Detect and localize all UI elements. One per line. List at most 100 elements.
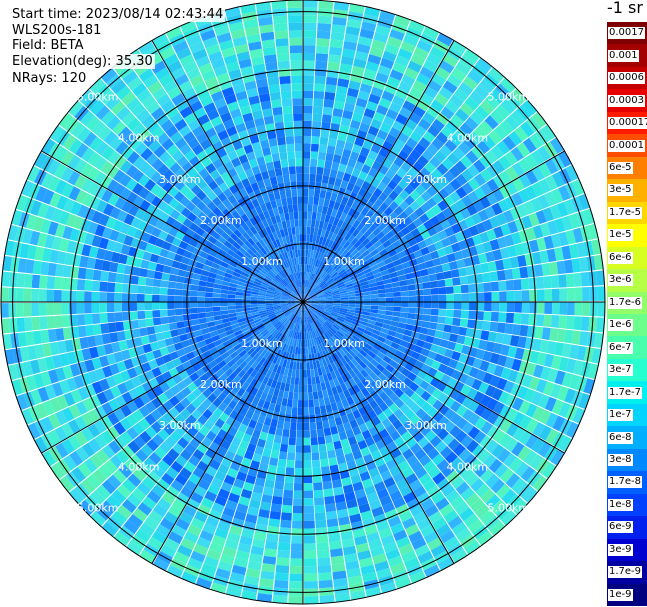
range-gate-cell — [270, 418, 278, 428]
range-gate-cell — [330, 362, 338, 371]
range-gate-cell — [308, 280, 313, 289]
range-gate-cell — [431, 294, 439, 302]
range-gate-cell — [4, 240, 15, 256]
range-gate-cell — [163, 80, 178, 93]
range-gate-cell — [209, 169, 221, 180]
range-gate-cell — [303, 309, 305, 318]
range-gate-cell — [303, 369, 307, 378]
range-gate-cell — [517, 336, 527, 349]
range-gate-cell — [276, 323, 283, 331]
range-gate-cell — [224, 227, 234, 237]
range-gate-cell — [264, 540, 278, 550]
range-gate-cell — [312, 337, 317, 346]
range-gate-cell — [15, 194, 28, 211]
range-gate-cell — [100, 430, 114, 444]
range-gate-cell — [254, 363, 262, 372]
range-gate-cell — [236, 387, 246, 397]
range-gate-cell — [273, 160, 282, 170]
range-gate-cell — [280, 304, 289, 307]
range-gate-cell — [431, 168, 443, 181]
range-gate-cell — [138, 41, 155, 56]
range-gate-cell — [376, 104, 389, 116]
range-gate-cell — [88, 409, 101, 423]
range-gate-cell — [233, 366, 243, 375]
range-gate-cell — [112, 219, 124, 232]
range-gate-cell — [417, 550, 434, 564]
range-gate-cell — [16, 273, 26, 288]
range-gate-cell — [482, 272, 491, 283]
range-gate-cell — [252, 313, 260, 319]
range-gate-cell — [511, 267, 521, 280]
range-gate-cell — [292, 323, 296, 331]
range-gate-cell — [44, 205, 56, 221]
range-gate-cell — [319, 317, 326, 324]
range-gate-cell — [500, 510, 517, 526]
range-gate-cell — [449, 388, 460, 401]
range-gate-cell — [531, 166, 545, 182]
range-gate-cell — [234, 268, 243, 275]
range-gate-cell — [195, 353, 205, 363]
range-gate-cell — [192, 144, 204, 156]
range-gate-cell — [186, 331, 196, 340]
range-gate-cell — [348, 350, 357, 358]
range-gate-cell — [84, 302, 92, 314]
range-gate-cell — [159, 287, 168, 295]
range-gate-cell — [277, 136, 286, 146]
range-gate-cell — [400, 226, 411, 236]
range-gate-cell — [284, 259, 290, 268]
range-gate-cell — [468, 400, 480, 413]
range-gate-cell — [255, 205, 263, 215]
range-gate-cell — [352, 384, 361, 394]
range-gate-cell — [363, 190, 373, 201]
range-gate-cell — [518, 430, 532, 446]
range-gate-cell — [269, 91, 281, 101]
range-gate-cell — [192, 420, 204, 432]
range-gate-cell — [156, 176, 168, 188]
range-gate-cell — [347, 360, 356, 369]
range-gate-cell — [279, 151, 288, 161]
range-gate-cell — [236, 447, 247, 458]
range-gate-cell — [55, 263, 65, 277]
range-gate-cell — [319, 136, 329, 146]
range-gate-cell — [250, 296, 258, 300]
range-gate-cell — [184, 479, 198, 492]
range-gate-cell — [195, 226, 205, 237]
range-gate-cell — [242, 302, 251, 306]
range-gate-cell — [274, 340, 281, 348]
range-gate-cell — [204, 127, 217, 139]
range-gate-cell — [571, 330, 581, 345]
range-gate-cell — [451, 351, 461, 361]
range-gate-cell — [479, 100, 495, 115]
range-gate-cell — [291, 265, 296, 274]
range-gate-cell — [91, 235, 102, 248]
range-gate-cell — [507, 346, 518, 358]
range-gate-cell — [467, 69, 483, 85]
range-gate-cell — [16, 394, 29, 411]
range-gate-cell — [317, 23, 332, 32]
range-gate-cell — [360, 397, 369, 407]
range-gate-cell — [347, 328, 356, 335]
range-gate-cell — [133, 337, 143, 347]
range-gate-cell — [261, 236, 269, 245]
range-gate-cell — [250, 328, 259, 335]
range-gate-cell — [244, 283, 253, 289]
range-gate-cell — [435, 497, 450, 511]
range-gate-cell — [259, 311, 268, 316]
range-gate-cell — [387, 555, 404, 568]
range-gate-cell — [306, 234, 310, 242]
range-gate-cell — [354, 400, 364, 410]
range-gate-cell — [386, 302, 394, 307]
range-gate-cell — [377, 411, 388, 422]
range-gate-cell — [387, 330, 397, 337]
range-gate-cell — [335, 264, 343, 272]
range-gate-cell — [192, 362, 202, 372]
range-gate-cell — [300, 339, 303, 348]
range-gate-cell — [293, 384, 299, 393]
range-gate-cell — [127, 76, 143, 91]
range-gate-cell — [350, 358, 359, 367]
range-gate-cell — [414, 466, 428, 479]
range-gate-cell — [54, 276, 63, 290]
range-gate-cell — [193, 377, 204, 388]
range-gate-cell — [176, 213, 187, 224]
colorbar-tick-label: 0.00017 — [608, 117, 647, 130]
